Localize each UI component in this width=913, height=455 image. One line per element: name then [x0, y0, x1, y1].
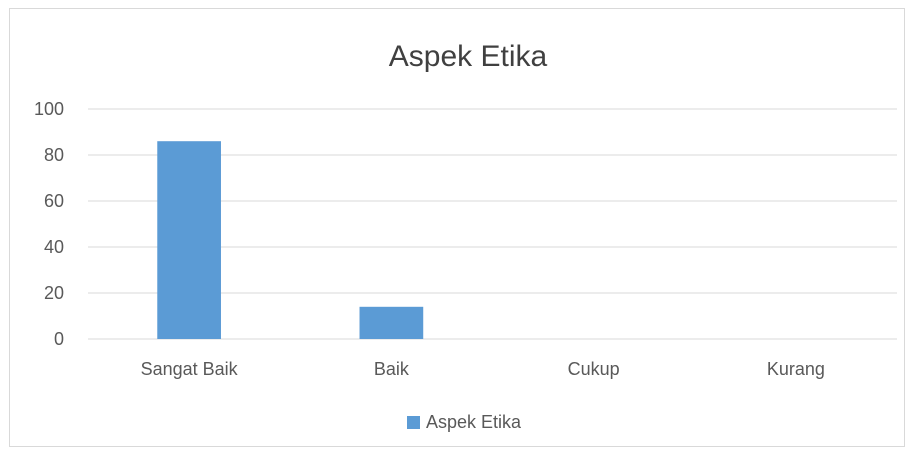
y-axis-ticks: 0 20 40 60 80 100 [34, 99, 64, 349]
bar-baik [359, 306, 424, 339]
y-tick-label: 80 [44, 145, 64, 165]
gridlines [88, 108, 897, 340]
y-tick-label: 40 [44, 237, 64, 257]
chart-title: Aspek Etika [389, 40, 548, 73]
y-tick-label: 20 [44, 283, 64, 303]
x-category-label: Kurang [767, 359, 825, 379]
legend: Aspek Etika [407, 412, 522, 432]
bars [157, 141, 424, 339]
y-tick-label: 0 [54, 329, 64, 349]
bar-sangat-baik [157, 141, 221, 339]
x-category-label: Baik [374, 359, 410, 379]
chart-frame: Aspek Etika 0 20 40 60 80 100 Sangat Baik Baik… [9, 8, 905, 447]
bar-chart: Aspek Etika 0 20 40 60 80 100 Sangat Baik Baik… [34, 40, 897, 432]
x-category-label: Sangat Baik [141, 359, 239, 379]
y-tick-label: 100 [34, 99, 64, 119]
y-tick-label: 60 [44, 191, 64, 211]
legend-label: Aspek Etika [426, 412, 522, 432]
x-axis-categories: Sangat Baik Baik Cukup Kurang [141, 359, 825, 379]
x-category-label: Cukup [568, 359, 620, 379]
legend-swatch [407, 416, 420, 429]
